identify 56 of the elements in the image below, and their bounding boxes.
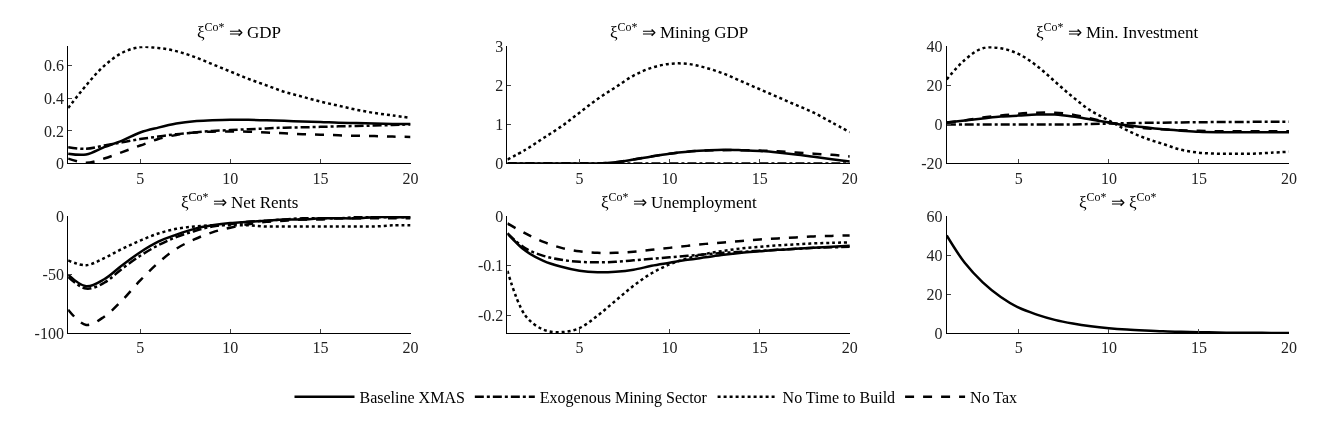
y-tick-label: 40 bbox=[926, 246, 943, 264]
y-tick-label: 0.2 bbox=[43, 122, 64, 140]
x-tick-label: 10 bbox=[661, 169, 678, 187]
x-tick-label: 20 bbox=[402, 339, 419, 357]
chart-title: ξ$^{Co*}$ ⇒ Mining GDP bbox=[610, 20, 749, 43]
y-tick-label: -100 bbox=[34, 324, 64, 342]
y-tick-label: 20 bbox=[926, 76, 943, 94]
x-tick-label: 15 bbox=[1190, 339, 1207, 357]
x-tick-label: 5 bbox=[136, 339, 145, 357]
y-tick-label: 40 bbox=[926, 37, 943, 55]
y-tick-label: 0 bbox=[55, 155, 64, 173]
legend-label: Baseline XMAS bbox=[359, 389, 465, 407]
x-tick-label: 15 bbox=[751, 339, 768, 357]
y-tick-label: 0 bbox=[934, 115, 943, 133]
y-tick-label: 2 bbox=[495, 76, 504, 94]
x-tick-label: 10 bbox=[1100, 169, 1117, 187]
legend-label: No Time to Build bbox=[782, 389, 896, 407]
y-tick-label: -50 bbox=[42, 266, 64, 284]
x-tick-label: 10 bbox=[222, 339, 239, 357]
x-tick-label: 20 bbox=[402, 169, 419, 187]
y-tick-label: -0.2 bbox=[477, 307, 504, 325]
y-tick-label: 0 bbox=[495, 155, 504, 173]
chart-title: ξ$^{Co*}$ ⇒ Net Rents bbox=[181, 190, 299, 213]
y-tick-label: -0.1 bbox=[477, 257, 504, 275]
x-tick-label: 20 bbox=[841, 169, 858, 187]
y-tick-label: 1 bbox=[495, 115, 504, 133]
y-tick-label: 20 bbox=[926, 285, 943, 303]
legend-label: No Tax bbox=[970, 389, 1018, 407]
y-tick-label: 0 bbox=[55, 207, 64, 225]
y-tick-label: 60 bbox=[926, 207, 943, 225]
legend-label: Exogenous Mining Sector bbox=[539, 389, 708, 408]
y-tick-label: 0.4 bbox=[43, 89, 64, 107]
chart-title: ξ$^{Co*}$ ⇒ GDP bbox=[197, 20, 281, 43]
y-tick-label: 3 bbox=[495, 37, 504, 55]
x-tick-label: 5 bbox=[575, 339, 584, 357]
chart-title: ξ$^{Co*}$ ⇒ Min. Investment bbox=[1036, 20, 1199, 43]
chart-title: ξ$^{Co*}$ ⇒ ξ$^{Co*}$ bbox=[1079, 190, 1157, 213]
x-tick-label: 5 bbox=[575, 169, 584, 187]
chart-title: ξ$^{Co*}$ ⇒ Unemployment bbox=[601, 190, 757, 213]
x-tick-label: 15 bbox=[312, 339, 329, 357]
x-tick-label: 5 bbox=[136, 169, 145, 187]
x-tick-label: 15 bbox=[312, 169, 329, 187]
x-tick-label: 5 bbox=[1014, 169, 1023, 187]
x-tick-label: 20 bbox=[841, 339, 858, 357]
y-tick-label: -20 bbox=[921, 155, 943, 173]
x-tick-label: 5 bbox=[1014, 339, 1023, 357]
x-tick-label: 20 bbox=[1281, 169, 1298, 187]
x-tick-label: 10 bbox=[222, 169, 239, 187]
x-tick-label: 20 bbox=[1281, 339, 1298, 357]
y-tick-label: 0 bbox=[934, 324, 943, 342]
y-tick-label: 0.6 bbox=[43, 57, 64, 75]
x-tick-label: 10 bbox=[1100, 339, 1117, 357]
x-tick-label: 15 bbox=[1190, 169, 1207, 187]
x-tick-label: 15 bbox=[751, 169, 768, 187]
x-tick-label: 10 bbox=[661, 339, 678, 357]
y-tick-label: 0 bbox=[495, 207, 504, 225]
